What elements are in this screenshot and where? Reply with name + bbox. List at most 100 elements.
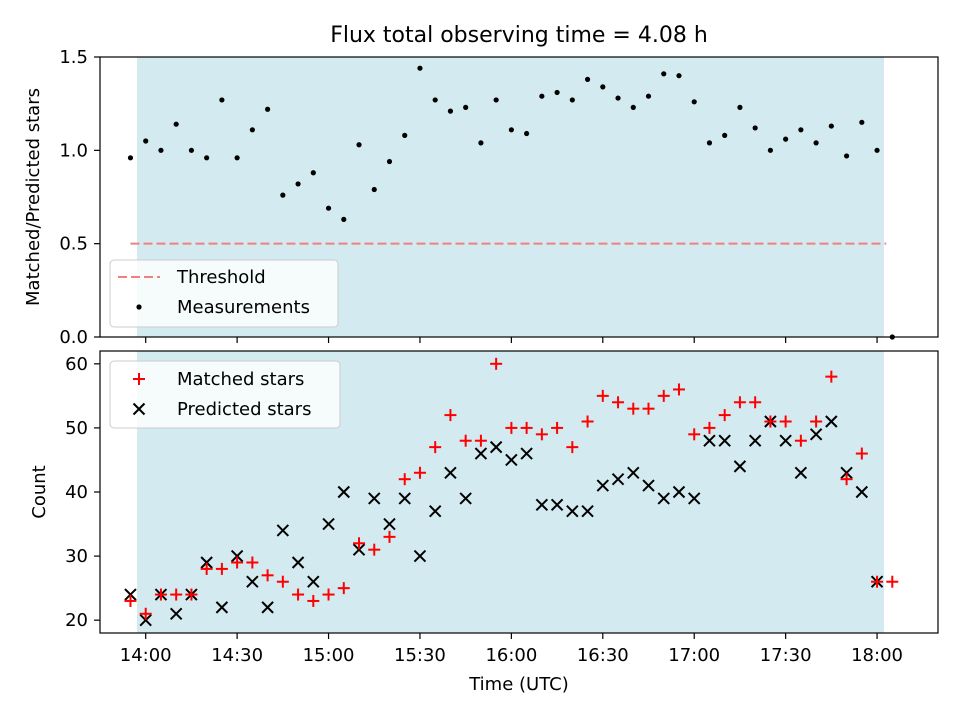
measurement-point xyxy=(356,142,362,148)
measurement-point xyxy=(615,95,621,101)
predicted-stars-point xyxy=(246,575,259,588)
predicted-stars-point xyxy=(566,505,579,518)
chart-title: Flux total observing time = 4.08 h xyxy=(330,23,708,48)
predicted-stars-point xyxy=(809,428,823,441)
measurement-point xyxy=(798,127,804,133)
predicted-stars-point xyxy=(200,556,213,569)
measurements-series xyxy=(127,65,895,340)
measurement-point xyxy=(143,138,149,144)
measurement-point xyxy=(463,104,469,110)
bottom-y-tick-label: 60 xyxy=(65,354,88,375)
measurement-point xyxy=(295,181,301,187)
measurement-point xyxy=(341,216,347,222)
predicted-stars-point xyxy=(627,466,640,479)
measurement-point xyxy=(676,73,682,79)
predicted-stars-point xyxy=(642,479,655,492)
measurement-point xyxy=(234,155,240,161)
measurement-point xyxy=(402,132,408,138)
bottom-y-tick-label: 20 xyxy=(65,610,88,631)
legend-matched-label: Matched stars xyxy=(177,369,304,390)
predicted-stars-point xyxy=(383,517,396,531)
bottom-x-tick-label: 14:30 xyxy=(211,645,263,666)
predicted-stars-point xyxy=(337,485,350,499)
measurement-point xyxy=(204,155,210,161)
bottom-panel-frame xyxy=(99,350,939,634)
predicted-stars-point xyxy=(596,479,610,492)
measurement-point xyxy=(813,140,819,146)
measurement-point xyxy=(173,121,179,127)
predicted-stars-point xyxy=(718,434,731,447)
bottom-x-axis-label: Time (UTC) xyxy=(468,674,569,695)
bottom-x-tick-label: 18:00 xyxy=(851,645,903,666)
predicted-stars-point xyxy=(855,485,869,499)
predicted-stars-point xyxy=(413,549,427,563)
measurement-point xyxy=(584,76,591,82)
measurement-point xyxy=(706,140,713,146)
measurement-point xyxy=(219,97,225,103)
top-y-axis: 0.0 0.5 1.0 1.5 xyxy=(59,47,100,348)
predicted-stars-point xyxy=(581,505,594,518)
top-panel: 0.0 0.5 1.0 1.5 Flux total observing time =… xyxy=(23,23,939,348)
measurement-point xyxy=(325,205,332,211)
predicted-stars-point xyxy=(398,492,411,505)
predicted-stars-point xyxy=(459,492,472,505)
measurement-point xyxy=(280,192,286,198)
predicted-stars-point xyxy=(535,498,549,512)
measurement-point xyxy=(158,147,164,153)
predicted-stars-point xyxy=(124,588,137,601)
measurement-point xyxy=(859,119,865,125)
predicted-stars-point xyxy=(261,601,274,614)
predicted-stars-point xyxy=(794,466,808,479)
measurement-point xyxy=(371,186,377,193)
predicted-stars-point xyxy=(474,447,488,460)
predicted-stars-point xyxy=(307,575,320,588)
measurement-point xyxy=(539,93,545,99)
predicted-stars-point xyxy=(139,613,152,627)
measurement-point xyxy=(310,170,316,176)
predicted-stars-point xyxy=(611,472,625,486)
measurement-point xyxy=(265,106,271,112)
top-y-tick-label: 1.0 xyxy=(59,140,88,161)
measurement-point xyxy=(722,132,728,138)
measurement-point xyxy=(554,89,560,96)
matched-stars-series xyxy=(124,357,899,620)
bottom-y-axis: 20 30 40 50 60 xyxy=(65,354,100,631)
legend-measurements-label: Measurements xyxy=(177,297,310,318)
predicted-stars-point xyxy=(703,434,716,447)
predicted-stars-point xyxy=(657,492,670,505)
predicted-stars-point xyxy=(520,447,533,460)
predicted-stars-point xyxy=(733,460,747,473)
predicted-stars-point xyxy=(505,453,518,467)
legend-matched-swatch xyxy=(133,373,145,385)
predicted-stars-point xyxy=(368,492,381,505)
bottom-x-tick-label: 16:00 xyxy=(485,645,537,666)
predicted-stars-point xyxy=(276,524,290,537)
legend-predicted-swatch xyxy=(132,402,146,416)
predicted-stars-point xyxy=(779,434,792,447)
top-y-tick-label: 1.5 xyxy=(59,47,88,68)
bottom-x-tick-label: 15:00 xyxy=(303,645,355,666)
measurement-point xyxy=(752,125,758,131)
measurement-point xyxy=(737,104,743,110)
top-legend: Threshold Measurements xyxy=(109,259,339,328)
predicted-stars-point xyxy=(215,601,229,614)
predicted-stars-point xyxy=(230,549,244,563)
measurement-point xyxy=(508,127,514,133)
measurement-point xyxy=(828,123,834,129)
predicted-stars-point xyxy=(550,498,564,512)
bottom-y-axis-label: Count xyxy=(29,465,50,518)
predicted-stars-point xyxy=(291,556,305,569)
measurement-point xyxy=(417,65,423,71)
top-y-axis-label: Matched/Predicted stars xyxy=(23,88,44,306)
measurement-point xyxy=(767,147,774,153)
measurement-point xyxy=(447,108,454,114)
predicted-stars-point xyxy=(322,517,335,531)
predicted-stars-point xyxy=(489,440,503,454)
legend-measurements-swatch xyxy=(136,304,142,310)
measurement-point xyxy=(630,104,636,110)
top-y-tick-label: 0.0 xyxy=(59,327,88,348)
measurement-point xyxy=(843,153,850,159)
bottom-y-tick-label: 30 xyxy=(65,546,88,567)
measurement-point xyxy=(493,97,499,103)
